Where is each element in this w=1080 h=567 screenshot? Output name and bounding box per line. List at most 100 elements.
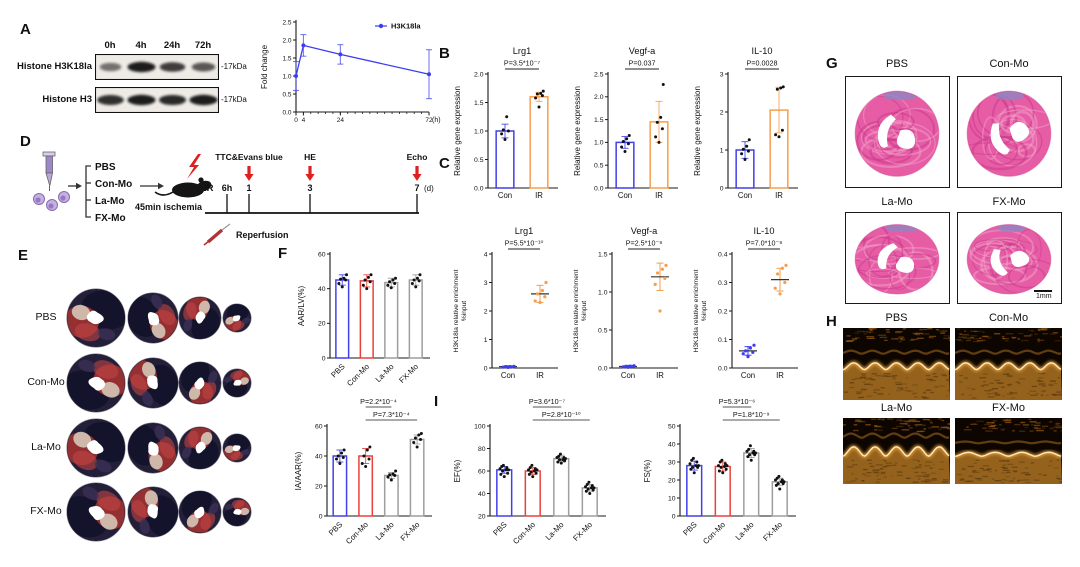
svg-text:24: 24 [337, 117, 345, 124]
chart-c-vegfa: 0.0 0.5 1.0 1.5 H3K18la relative enrichment%… [573, 226, 678, 380]
chart-ef: 20 40 60 80 100 EF(%) PBS Con-Mo La-Mo FX-Mo P=3.6… [453, 397, 606, 546]
svg-text:Fold change: Fold change [260, 44, 269, 89]
svg-text:FX-Mo: FX-Mo [761, 520, 784, 543]
svg-text:Con: Con [501, 371, 515, 380]
svg-text:IR: IR [655, 191, 663, 200]
panel-e-label: E [18, 247, 29, 264]
svg-text:1: 1 [720, 147, 724, 154]
echo-label: Con-Mo [988, 312, 1029, 324]
scale-bar [1034, 290, 1052, 292]
svg-text:6h: 6h [222, 183, 233, 193]
svg-text:40: 40 [668, 441, 676, 448]
svg-text:IR: IR [535, 191, 543, 200]
histology-image-pbs [845, 76, 950, 188]
chart-b-vegfa: 0.0 0.5 1.0 1.5 2.0 2.5 Relative gene expressi… [573, 46, 678, 200]
ttc-row-label: PBS [35, 311, 57, 323]
ttc-row-label: FX-Mo [30, 505, 62, 517]
svg-text:Vegf-a: Vegf-a [631, 226, 658, 236]
chart-fold-change: 0.0 0.5 1.0 1.5 2.0 2.5 0 4 24 72 (h) Fold change H3… [260, 19, 441, 124]
blot-lane-label: 24h [163, 40, 181, 51]
svg-text:0.3: 0.3 [718, 280, 728, 287]
svg-text:%input: %input [581, 301, 588, 321]
svg-text:HE: HE [304, 152, 316, 162]
svg-text:2.0: 2.0 [474, 71, 484, 78]
svg-text:40: 40 [318, 286, 326, 293]
svg-text:30: 30 [668, 459, 676, 466]
svg-text:P=2.2*10⁻⁴: P=2.2*10⁻⁴ [360, 397, 397, 406]
histology-art [854, 90, 940, 177]
svg-text:Con: Con [498, 191, 512, 200]
svg-text:40: 40 [315, 453, 323, 460]
blot-lane-label: 0h [104, 40, 116, 51]
svg-text:H3K18la relative enrichment: H3K18la relative enrichment [693, 269, 700, 352]
chart-fs: 0 10 20 30 40 50 FS(%) PBS Con-Mo La-Mo FX-Mo P=5.3… [643, 397, 796, 546]
svg-text:P=3.5*10⁻⁷: P=3.5*10⁻⁷ [504, 59, 541, 68]
svg-text:H3K18la relative enrichment: H3K18la relative enrichment [453, 269, 460, 352]
svg-text:0.1: 0.1 [718, 337, 728, 344]
svg-text:2.5: 2.5 [282, 19, 291, 26]
svg-text:Relative gene expression: Relative gene expression [573, 86, 582, 176]
svg-text:IR: IR [775, 191, 783, 200]
svg-text:1: 1 [246, 183, 251, 193]
svg-text:Relative gene expression: Relative gene expression [453, 86, 462, 176]
svg-text:PBS: PBS [327, 520, 344, 537]
svg-text:Con-Mo: Con-Mo [345, 362, 371, 388]
svg-text:0: 0 [319, 513, 323, 520]
western-blot-strip-h3 [95, 87, 219, 113]
kda-marker: -17kDa [221, 95, 247, 104]
svg-text:3: 3 [484, 280, 488, 287]
svg-text:Relative gene expression: Relative gene expression [693, 86, 702, 176]
svg-text:1.0: 1.0 [594, 140, 604, 147]
svg-text:40: 40 [478, 491, 486, 498]
svg-text:20: 20 [478, 513, 486, 520]
svg-text:20: 20 [318, 321, 326, 328]
svg-text:0.0: 0.0 [474, 185, 484, 192]
svg-text:FS(%): FS(%) [643, 459, 652, 482]
echo-image-pbs [843, 328, 950, 400]
svg-text:0.4: 0.4 [718, 251, 728, 258]
svg-text:0.0: 0.0 [598, 365, 608, 372]
histology-art [966, 90, 1052, 177]
svg-text:Echo: Echo [407, 152, 428, 162]
svg-text:FX-Mo: FX-Mo [399, 520, 422, 543]
blot-lane-label: 4h [135, 40, 147, 51]
svg-text:P=2.5*10⁻⁸: P=2.5*10⁻⁸ [626, 239, 663, 248]
svg-text:60: 60 [315, 423, 323, 430]
svg-text:0.2: 0.2 [718, 308, 728, 315]
svg-text:P=5.3*10⁻⁶: P=5.3*10⁻⁶ [719, 397, 756, 406]
echo-image-lamo [843, 418, 950, 484]
svg-text:(d): (d) [424, 184, 434, 193]
panel-f-label: F [278, 245, 288, 262]
svg-text:1.0: 1.0 [474, 128, 484, 135]
svg-text:1.5: 1.5 [282, 55, 291, 62]
echo-image-conmo [955, 328, 1062, 400]
echo-label: PBS [885, 312, 908, 324]
svg-text:Con-Mo: Con-Mo [701, 520, 727, 546]
svg-text:1: 1 [484, 337, 488, 344]
ttc-slice-grid [61, 288, 252, 542]
western-blot-strip-h3k18la [95, 54, 219, 80]
svg-text:0.0: 0.0 [594, 185, 604, 192]
svg-text:50: 50 [668, 423, 676, 430]
svg-text:IR: IR [776, 371, 784, 380]
svg-text:EF(%): EF(%) [453, 459, 462, 482]
svg-text:0: 0 [672, 513, 676, 520]
histology-label: FX-Mo [992, 196, 1026, 208]
chart-c-il10: 0.0 0.1 0.2 0.3 0.4 H3K18la relative enrichme… [693, 226, 798, 380]
svg-text:0: 0 [720, 185, 724, 192]
svg-text:TTC&Evans blue: TTC&Evans blue [215, 152, 283, 162]
svg-text:IR: IR [536, 371, 544, 380]
panel-a-label: A [20, 21, 31, 38]
histology-art [854, 224, 940, 295]
svg-text:IR: IR [204, 183, 214, 194]
svg-text:Con: Con [741, 371, 755, 380]
blot-lane-label: 72h [194, 40, 212, 51]
svg-text:IL-10: IL-10 [754, 226, 775, 236]
svg-text:%input: %input [461, 301, 468, 321]
svg-text:60: 60 [478, 468, 486, 475]
protocol-schematic: PBS Con-Mo La-Mo FX-Mo IR 6h 1 3 7 (d) TTC&Evans b… [33, 151, 434, 246]
svg-text:P=0.037: P=0.037 [629, 59, 656, 68]
svg-text:Con: Con [738, 191, 752, 200]
svg-text:H3K18la: H3K18la [391, 22, 421, 31]
